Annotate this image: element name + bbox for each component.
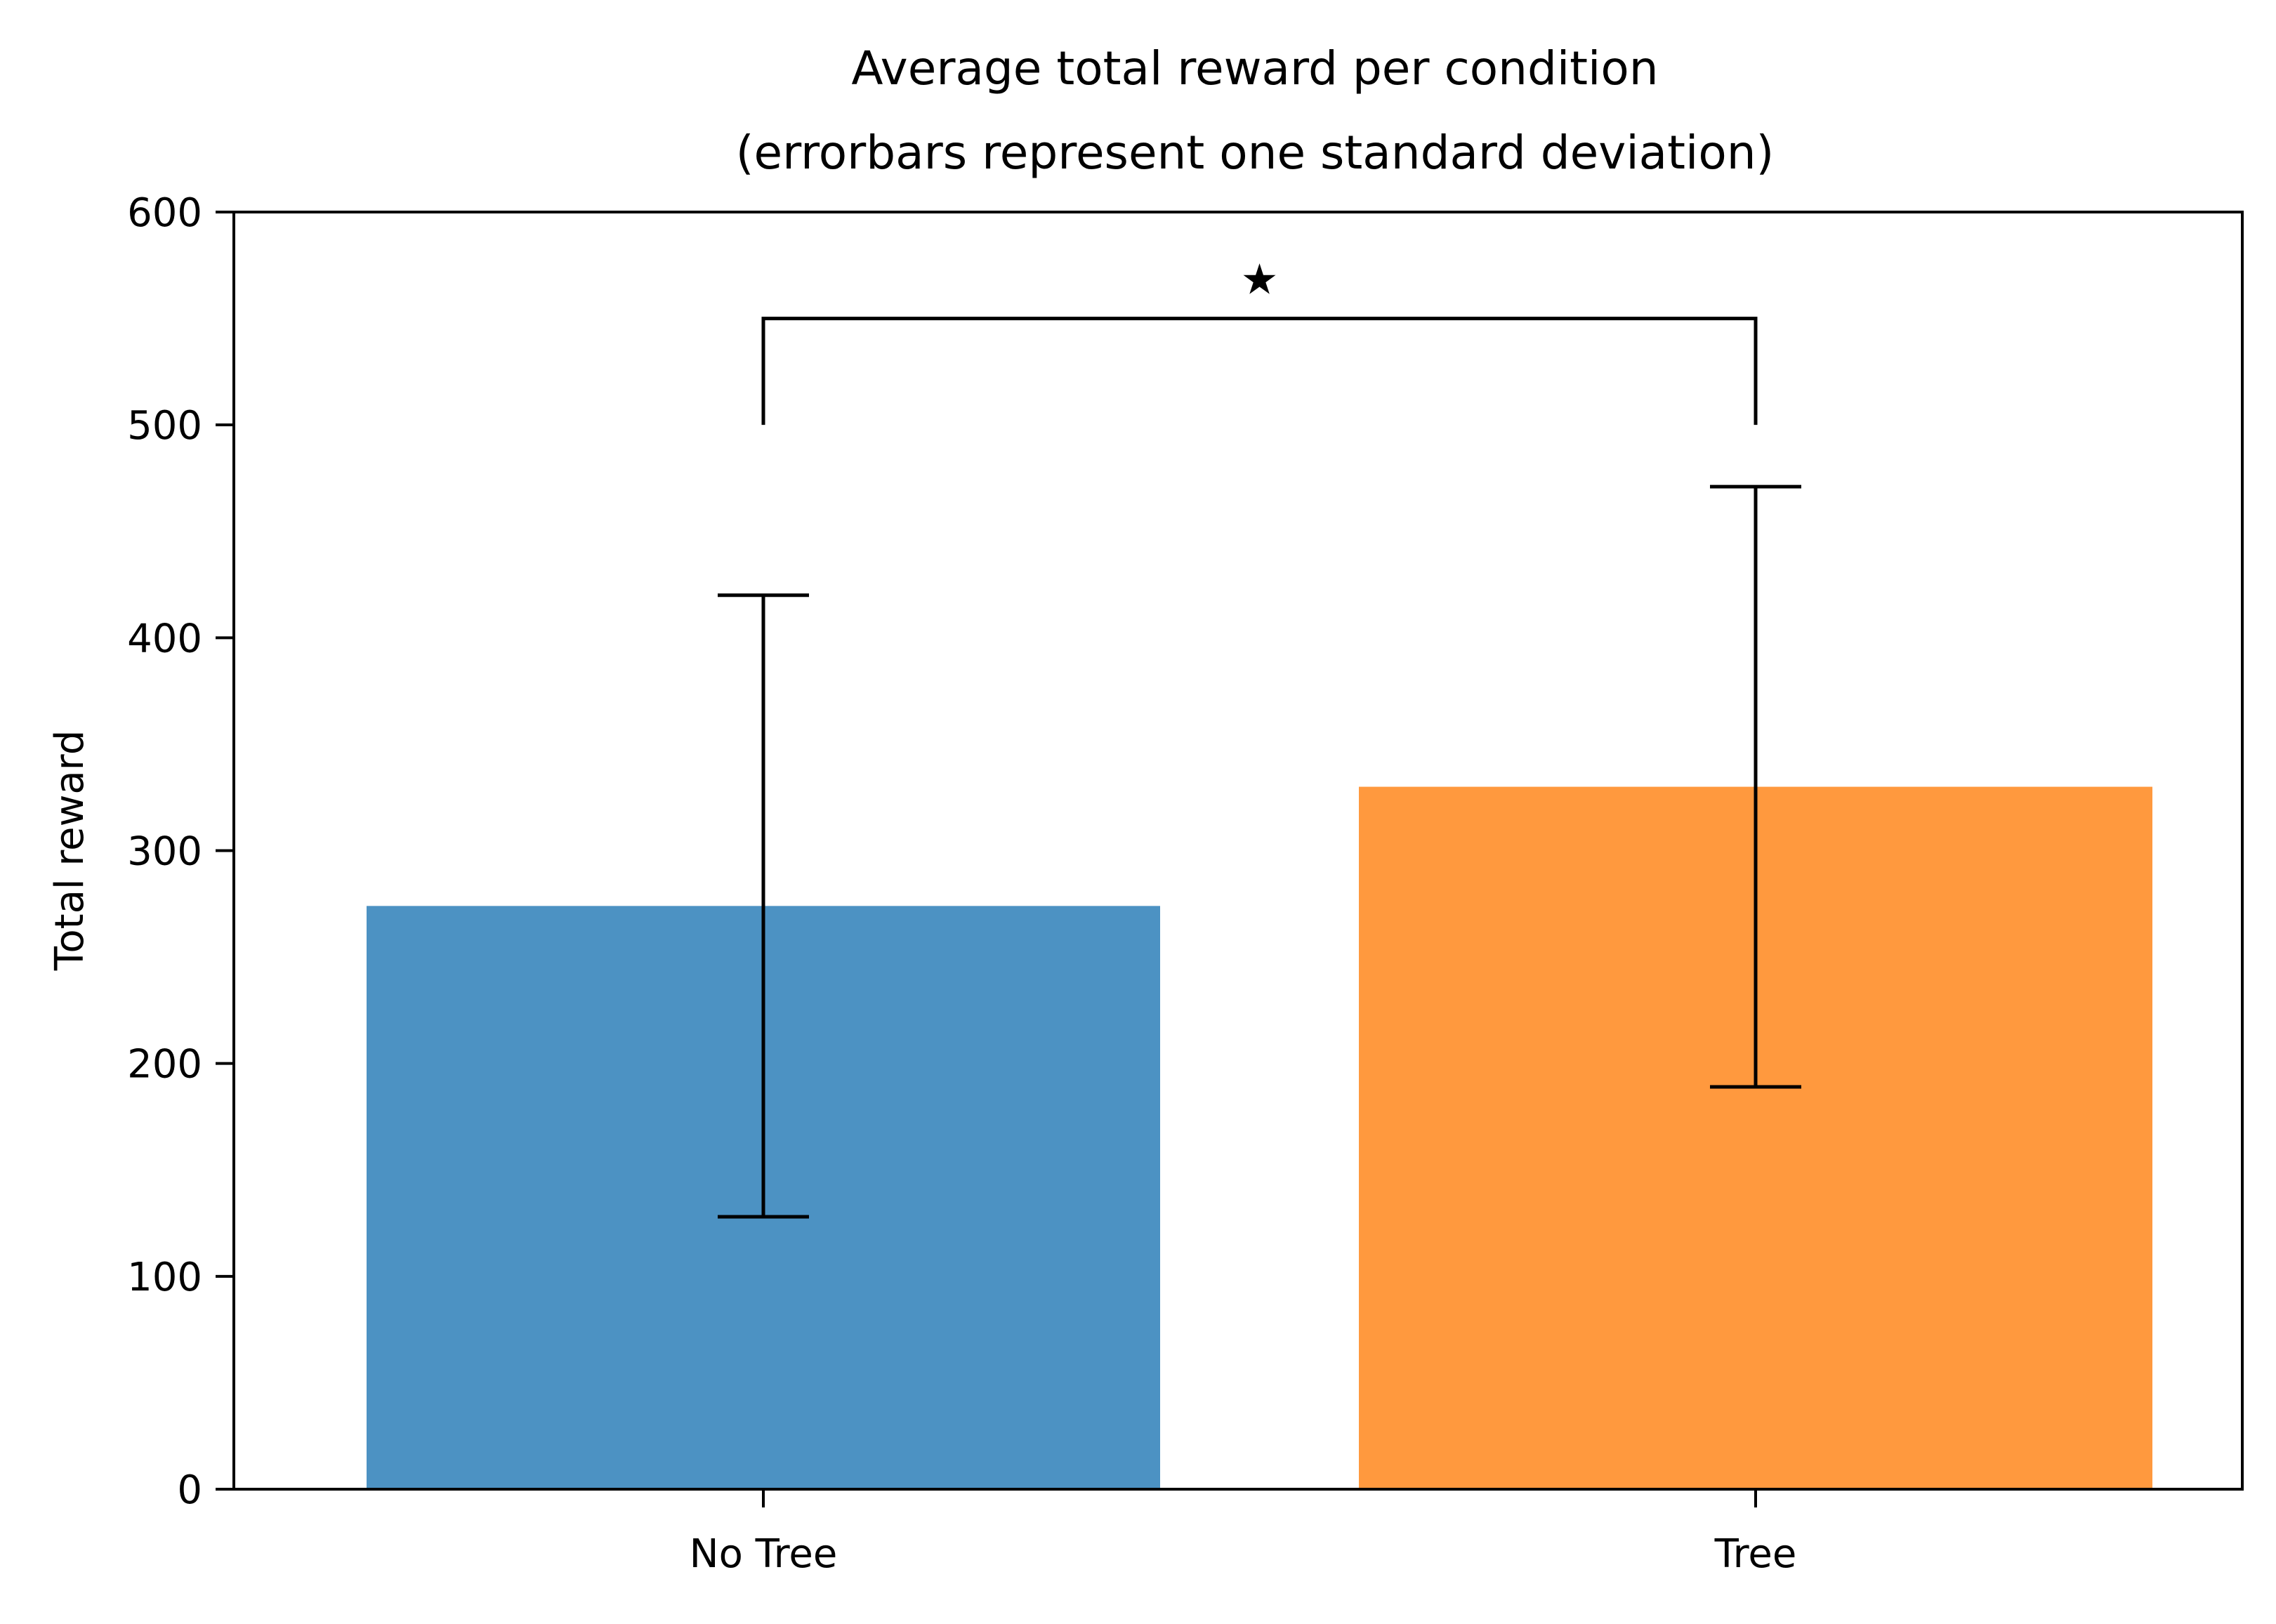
y-tick-label-300: 300 bbox=[127, 829, 202, 875]
significance-annotation: ★ bbox=[761, 256, 1758, 425]
significance-star: ★ bbox=[1241, 256, 1279, 305]
y-tick-label-600: 600 bbox=[127, 190, 202, 236]
chart-title-line-2: (errorbars represent one standard deviat… bbox=[736, 126, 1775, 180]
y-axis-label: Total reward bbox=[47, 730, 93, 972]
significance-bracket bbox=[761, 317, 1758, 425]
x-tick-label-no-tree: No Tree bbox=[690, 1531, 838, 1577]
y-tick-label-500: 500 bbox=[127, 403, 202, 449]
y-tick-label-100: 100 bbox=[127, 1255, 202, 1300]
errorbars-layer bbox=[718, 484, 1801, 1219]
x-axis: No Tree Tree bbox=[690, 1489, 1797, 1577]
y-tick-label-400: 400 bbox=[127, 616, 202, 661]
y-axis: 0 100 200 300 400 500 600 bbox=[127, 190, 234, 1513]
x-tick-label-tree: Tree bbox=[1714, 1531, 1797, 1577]
y-tick-label-0: 0 bbox=[177, 1467, 202, 1513]
y-tick-label-200: 200 bbox=[127, 1042, 202, 1088]
chart-title-line-1: Average total reward per condition bbox=[851, 41, 1658, 95]
